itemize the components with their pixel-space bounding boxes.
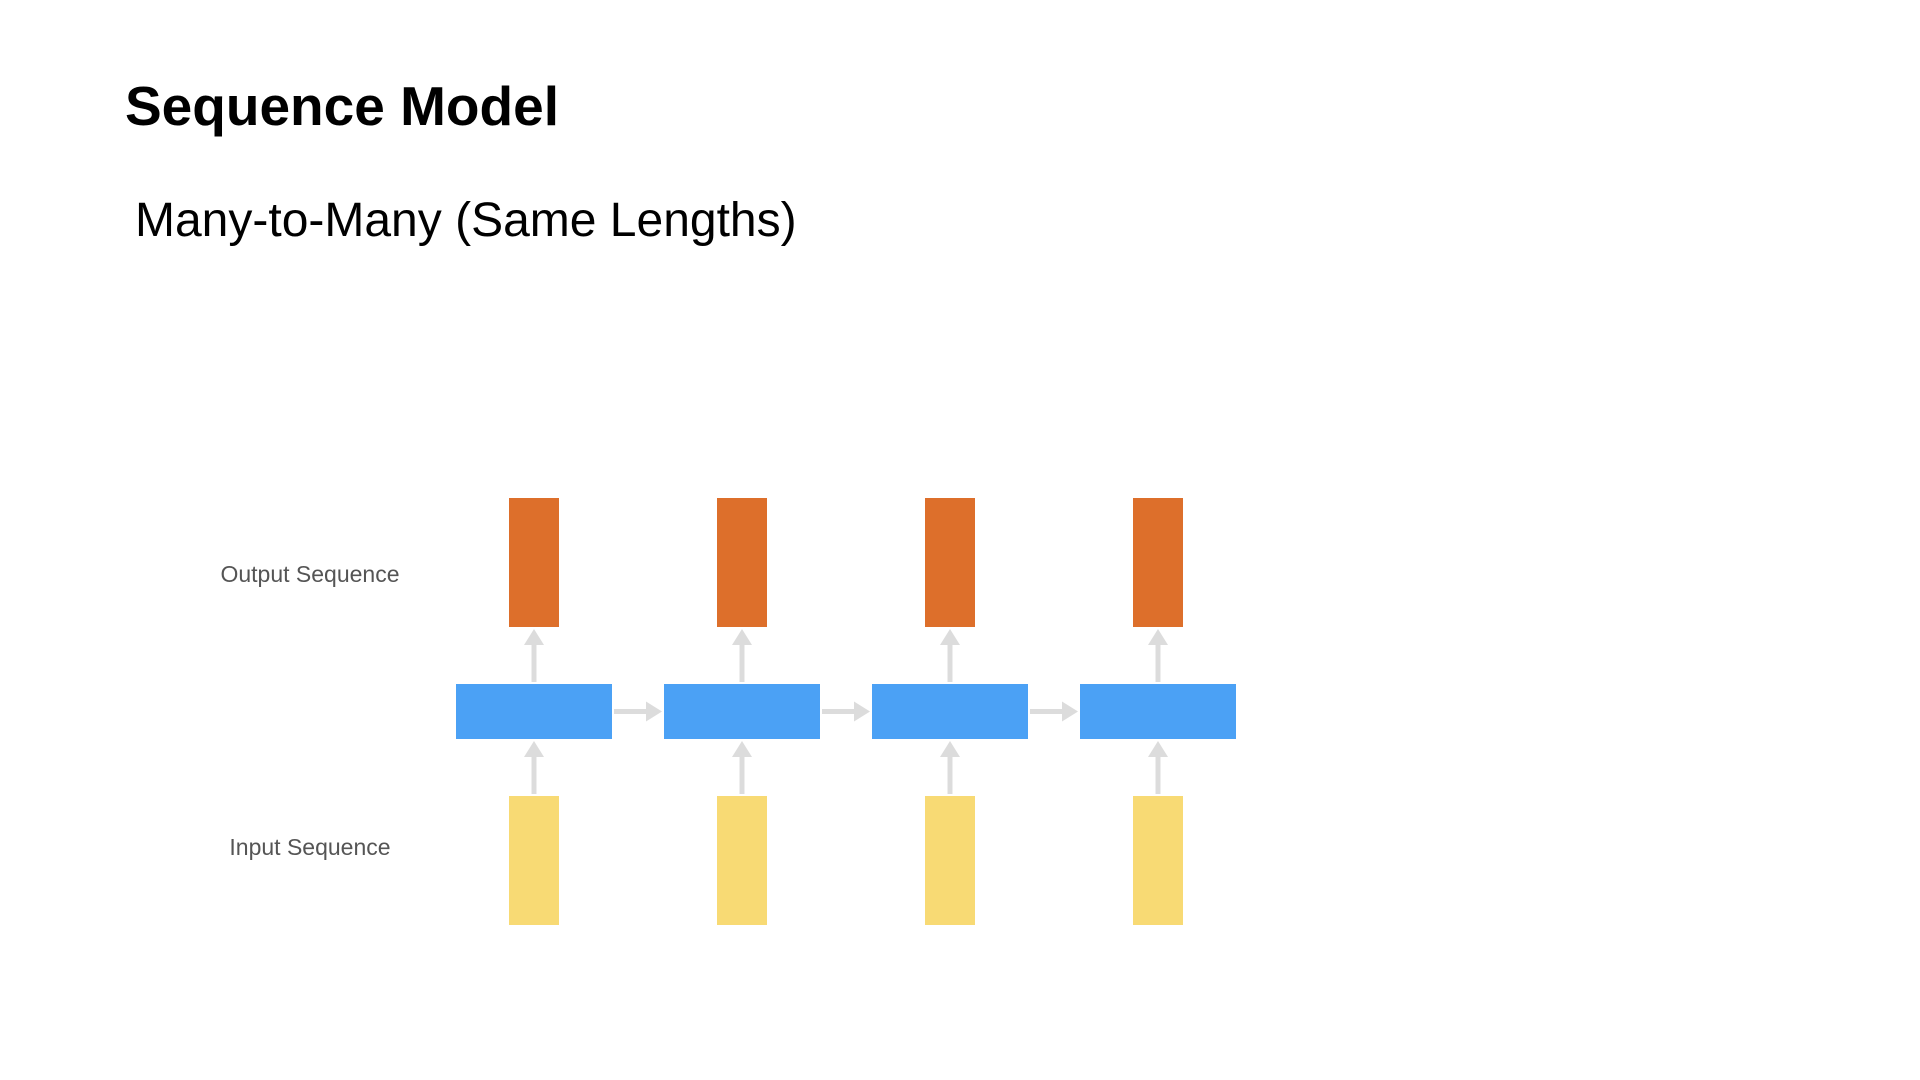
recurrent-arrow-1-head bbox=[646, 701, 662, 722]
input-block-1 bbox=[509, 796, 559, 925]
diagram-shapes bbox=[456, 498, 1236, 925]
input-block-3 bbox=[925, 796, 975, 925]
hidden-to-output-arrow-3-head bbox=[940, 629, 960, 645]
hidden-to-output-arrow-2-head bbox=[732, 629, 752, 645]
hidden-to-output-arrow-4-head bbox=[1148, 629, 1168, 645]
recurrent-arrow-3-head bbox=[1062, 701, 1078, 722]
input-to-hidden-arrow-2-head bbox=[732, 741, 752, 757]
hidden-to-output-arrow-1-head bbox=[524, 629, 544, 645]
hidden-state-block-4 bbox=[1080, 684, 1236, 739]
input-to-hidden-arrow-3-head bbox=[940, 741, 960, 757]
hidden-state-block-3 bbox=[872, 684, 1028, 739]
output-sequence-label: Output Sequence bbox=[220, 561, 399, 587]
recurrent-arrow-2-head bbox=[854, 701, 870, 722]
input-block-2 bbox=[717, 796, 767, 925]
input-to-hidden-arrow-4-head bbox=[1148, 741, 1168, 757]
input-block-4 bbox=[1133, 796, 1183, 925]
slide-subtitle: Many-to-Many (Same Lengths) bbox=[135, 194, 797, 247]
output-block-3 bbox=[925, 498, 975, 627]
output-block-4 bbox=[1133, 498, 1183, 627]
hidden-state-block-1 bbox=[456, 684, 612, 739]
slide-title: Sequence Model bbox=[125, 75, 559, 137]
hidden-state-block-2 bbox=[664, 684, 820, 739]
input-to-hidden-arrow-1-head bbox=[524, 741, 544, 757]
input-sequence-label: Input Sequence bbox=[229, 834, 390, 860]
output-block-1 bbox=[509, 498, 559, 627]
output-block-2 bbox=[717, 498, 767, 627]
